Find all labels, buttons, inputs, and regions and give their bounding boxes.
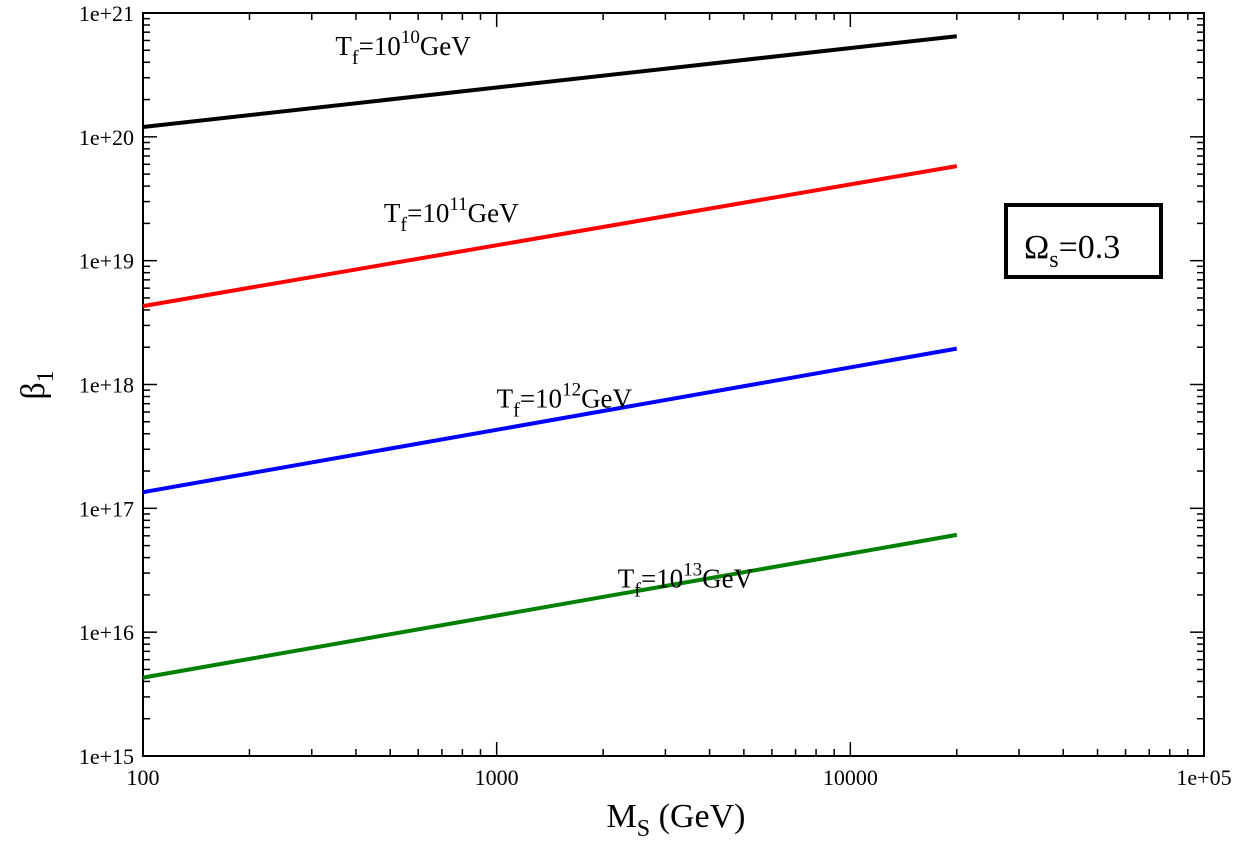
y-axis-label-main: β <box>15 382 52 399</box>
y-tick-label: 1e+16 <box>79 620 134 645</box>
curve-labels: Tf=1010GeV Tf=1011GeV Tf=1012GeV Tf=1013GeV <box>335 27 753 602</box>
x-tick-label: 1e+05 <box>1176 765 1231 790</box>
y-tick-label: 1e+21 <box>79 1 134 26</box>
y-tick-label: 1e+15 <box>79 744 134 769</box>
x-axis-label: MS (GeV) <box>607 798 746 842</box>
omega-annotation: Ωs=0.3 <box>1004 203 1163 279</box>
tick-labels: 100 1000 10000 1e+05 1e+15 1e+16 1e+17 1e+18 1e+… <box>79 1 1232 790</box>
x-axis-label-sub: S <box>637 816 650 842</box>
y-axis-label-sub: 1 <box>33 370 59 382</box>
omega-value: =0.3 <box>1059 229 1121 266</box>
series-layer <box>142 34 958 680</box>
series-line-4 <box>142 532 958 680</box>
x-axis-label-rest: (GeV) <box>650 798 745 835</box>
x-tick-label: 10000 <box>823 765 878 790</box>
axis-ticks <box>142 13 1204 757</box>
x-tick-label: 100 <box>127 765 160 790</box>
omega-sub: s <box>1049 247 1058 273</box>
omega-symbol: Ω <box>1024 229 1049 266</box>
series-line-3 <box>142 346 958 495</box>
plot-frame <box>142 12 1205 757</box>
x-tick-label: 1000 <box>475 765 519 790</box>
series-label-1: Tf=1010GeV <box>335 27 471 69</box>
series-label-3: Tf=1012GeV <box>497 380 633 422</box>
y-tick-label: 1e+19 <box>79 249 134 274</box>
x-axis-label-main: M <box>607 798 637 835</box>
y-tick-label: 1e+17 <box>79 496 134 521</box>
y-axis-label: β1 <box>15 370 59 399</box>
series-line-2 <box>142 164 958 309</box>
y-tick-label: 1e+20 <box>79 125 134 150</box>
omega-annotation-text: Ωs=0.3 <box>1024 229 1120 273</box>
series-label-4: Tf=1013GeV <box>618 559 754 601</box>
series-line-1 <box>142 34 958 129</box>
y-tick-label: 1e+18 <box>79 373 134 398</box>
series-label-2: Tf=1011GeV <box>384 194 519 236</box>
omega-annotation-box <box>1004 203 1163 279</box>
